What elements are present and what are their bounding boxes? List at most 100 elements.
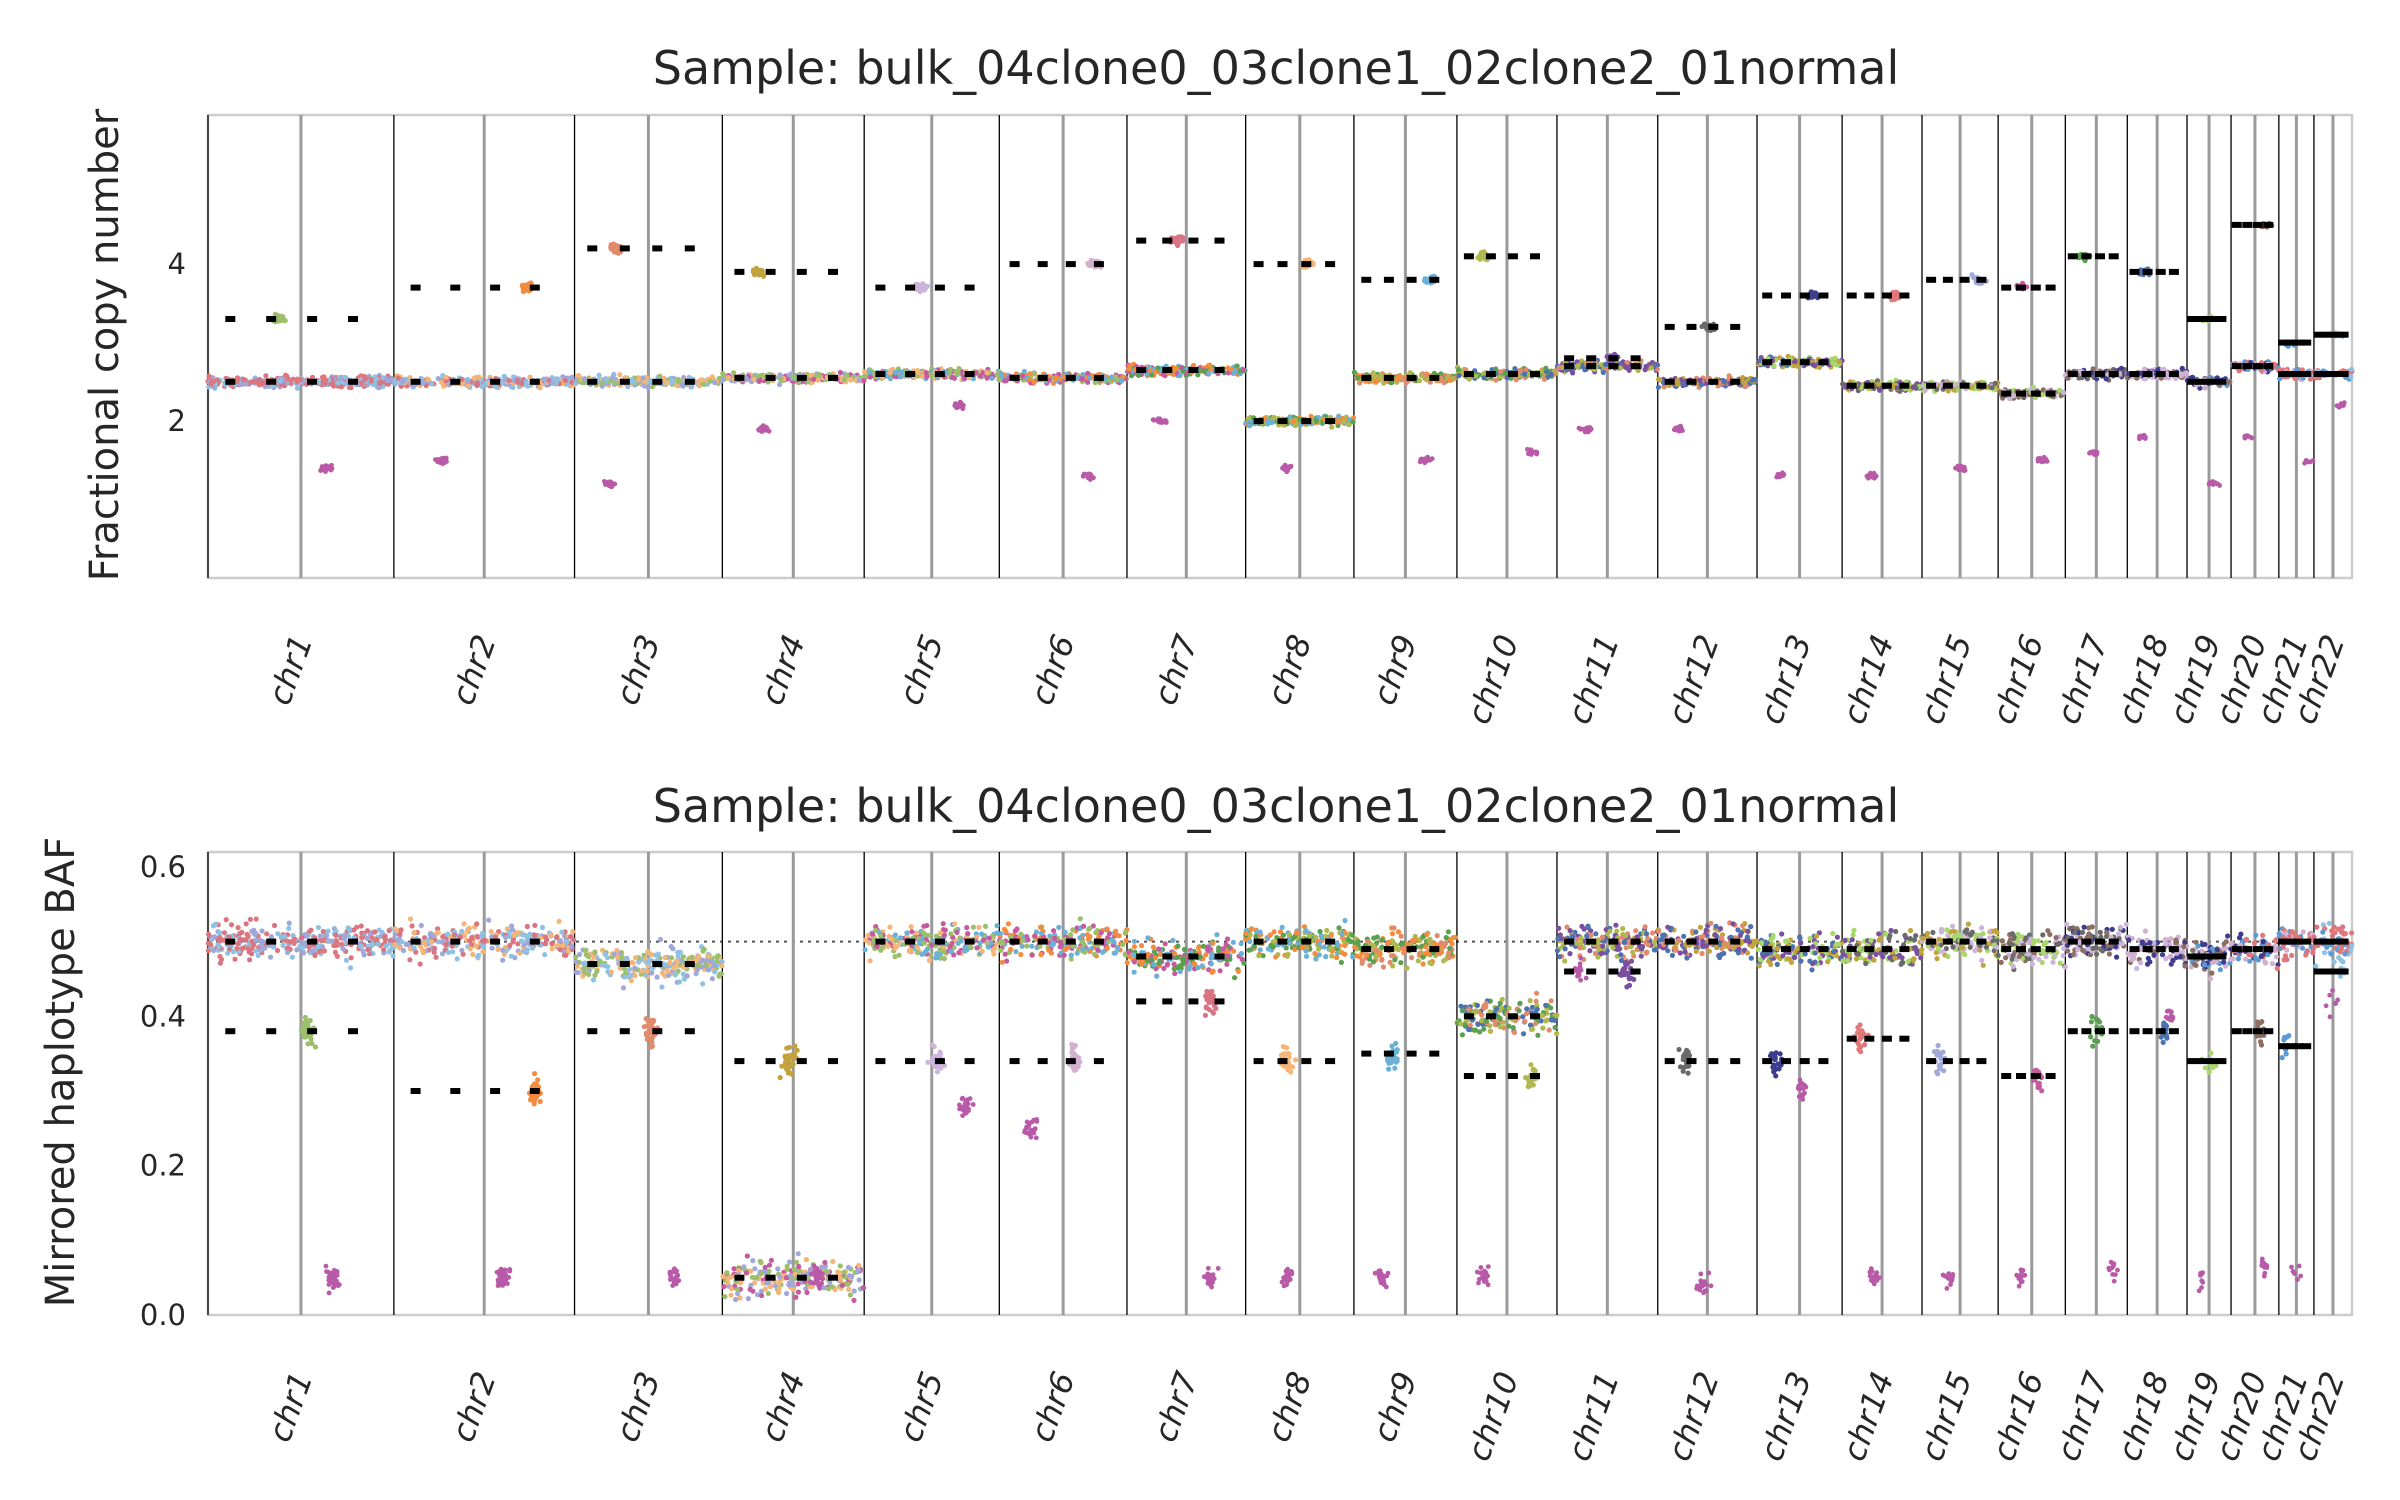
data-point (1159, 420, 1165, 425)
data-point (321, 948, 328, 954)
data-point (1341, 419, 1347, 425)
segment-marker (1976, 382, 1987, 389)
segment-marker (2067, 253, 2078, 260)
data-point (393, 379, 399, 385)
data-point (211, 934, 218, 940)
data-point (243, 921, 249, 927)
segment-marker (1361, 276, 1372, 283)
data-point (923, 370, 929, 376)
data-point (1657, 377, 1663, 383)
segment-marker (1507, 253, 1518, 260)
data-point (1830, 360, 1836, 366)
data-point (1350, 419, 1356, 425)
data-point (525, 284, 531, 290)
data-point (1373, 373, 1379, 379)
data-point (240, 945, 246, 951)
data-point (1441, 380, 1447, 386)
segment-marker (2030, 284, 2041, 291)
data-point (300, 1028, 306, 1034)
data-point (674, 383, 680, 389)
data-point (1002, 378, 1008, 384)
data-point (1271, 414, 1277, 421)
segment-marker (1664, 323, 1675, 330)
data-point (1027, 371, 1033, 377)
segment-marker (619, 378, 630, 385)
data-point (1438, 375, 1444, 381)
segment-marker (450, 378, 461, 385)
data-point (2044, 458, 2050, 464)
data-point (320, 466, 326, 472)
data-point (333, 932, 339, 938)
data-point (1522, 371, 1528, 377)
data-point (617, 372, 623, 378)
data-point (1052, 376, 1058, 382)
segment-marker (1429, 276, 1440, 283)
data-point (2244, 433, 2250, 438)
data-point (669, 379, 675, 385)
data-point (657, 373, 663, 379)
data-point (243, 381, 249, 387)
data-point (1866, 473, 1872, 478)
chromosome-label: chr13 (1752, 630, 1819, 729)
data-point (1810, 362, 1816, 368)
data-point (810, 376, 817, 382)
data-point (1493, 377, 1499, 383)
segment-marker (1037, 261, 1048, 268)
data-point (1206, 370, 1212, 377)
data-point (2226, 379, 2232, 385)
data-point (2341, 400, 2347, 406)
data-point (1394, 376, 1400, 382)
segment-marker (529, 378, 540, 385)
segment-marker (1162, 367, 1173, 373)
data-point (675, 376, 681, 382)
data-point (1351, 369, 1357, 375)
segment-marker (1799, 292, 1810, 299)
data-point (848, 377, 854, 383)
data-point (308, 927, 314, 933)
segment-marker (1664, 378, 1675, 385)
data-point (328, 467, 334, 473)
data-point (1355, 375, 1361, 381)
segment-marker (1730, 323, 1741, 330)
segment-marker (2155, 268, 2166, 275)
data-point (856, 377, 862, 383)
data-point (2179, 365, 2185, 371)
data-point (425, 376, 431, 383)
data-point (1503, 370, 1509, 376)
data-point (323, 377, 329, 383)
data-point (506, 378, 512, 384)
data-point (607, 378, 614, 384)
data-point (553, 380, 559, 386)
segment-marker (2242, 363, 2253, 370)
segment-marker (2129, 371, 2140, 377)
data-point (1424, 377, 1430, 383)
data-point (264, 931, 270, 937)
data-point (696, 383, 703, 389)
data-point (256, 376, 263, 383)
segment-marker (1383, 276, 1394, 283)
data-point (244, 931, 250, 938)
data-point (315, 924, 322, 931)
segment-marker (2081, 371, 2092, 377)
data-point (359, 934, 365, 941)
data-point (2348, 374, 2354, 380)
segment-marker (2001, 390, 2012, 397)
data-point (400, 377, 406, 383)
data-point (1541, 376, 1547, 382)
data-point (284, 380, 290, 386)
segment-marker (266, 316, 277, 322)
segment-marker (1762, 292, 1773, 299)
data-point (603, 376, 610, 382)
data-point (510, 384, 516, 391)
data-point (253, 916, 259, 922)
data-point (1792, 358, 1798, 365)
data-point (1570, 370, 1576, 376)
data-point (252, 932, 258, 938)
data-point (862, 369, 868, 375)
data-point (613, 380, 619, 386)
data-point (465, 383, 471, 389)
data-point (208, 942, 214, 948)
data-point (238, 381, 244, 387)
data-point (1749, 377, 1755, 383)
data-point (1313, 418, 1319, 424)
